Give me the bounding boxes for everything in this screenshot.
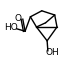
Text: O: O	[14, 14, 21, 23]
Text: OH: OH	[45, 48, 59, 57]
Text: HO: HO	[4, 23, 18, 32]
